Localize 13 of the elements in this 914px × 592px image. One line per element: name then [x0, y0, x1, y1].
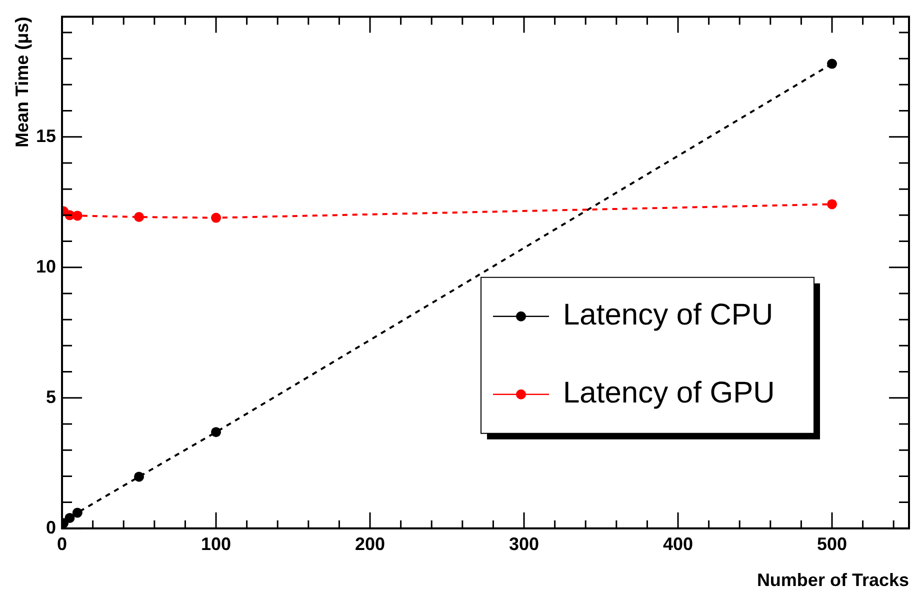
y-axis-title: Mean Time (μs) [12, 16, 32, 148]
y-tick-label: 5 [46, 386, 56, 407]
y-tick-label: 10 [36, 256, 56, 276]
legend-label: Latency of CPU [563, 298, 774, 332]
x-axis-title: Number of Tracks [756, 570, 909, 590]
x-tick-label: 500 [816, 534, 848, 554]
y-tick-label: 15 [36, 126, 56, 146]
y-tick-label: 0 [46, 517, 56, 538]
legend-label: Latency of GPU [563, 376, 775, 410]
x-tick-label: 300 [508, 534, 540, 554]
x-tick-label: 100 [200, 534, 232, 554]
x-tick-label: 400 [662, 534, 694, 554]
x-tick-label: 200 [354, 534, 386, 554]
